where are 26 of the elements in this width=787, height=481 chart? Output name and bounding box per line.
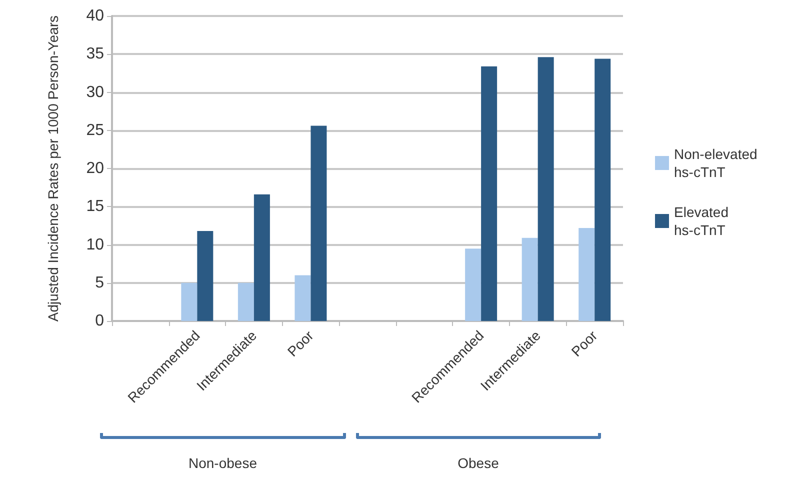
y-tick-label: 40 (86, 8, 104, 24)
bar (181, 282, 198, 321)
bar (522, 238, 538, 321)
bar (578, 228, 595, 321)
bar (197, 231, 214, 321)
y-tick-label: 35 (86, 46, 104, 63)
bar (310, 126, 327, 321)
y-tick-label: 25 (86, 122, 104, 139)
y-tick-label: 0 (95, 312, 104, 330)
y-tick-label: 30 (86, 84, 104, 101)
y-tick-label: 5 (95, 274, 104, 292)
bar (294, 275, 311, 321)
legend-label: Non-elevated hs-cTnT (674, 146, 762, 180)
bar (465, 248, 482, 321)
bar (238, 282, 254, 321)
legend-label: Elevated hs-cTnT (674, 204, 732, 238)
y-tick-label: 10 (86, 236, 104, 254)
bar (538, 57, 554, 321)
bar (594, 58, 611, 321)
bar (481, 66, 498, 321)
text: Non-obese (188, 455, 258, 471)
y-tick-label: 15 (86, 198, 104, 216)
y-tick-label: 20 (86, 160, 104, 177)
text: Obese (456, 455, 500, 471)
y-axis-title: Adjusted Incidence Rates per 1000 Person-Years (45, 15, 61, 322)
bar (254, 194, 270, 321)
